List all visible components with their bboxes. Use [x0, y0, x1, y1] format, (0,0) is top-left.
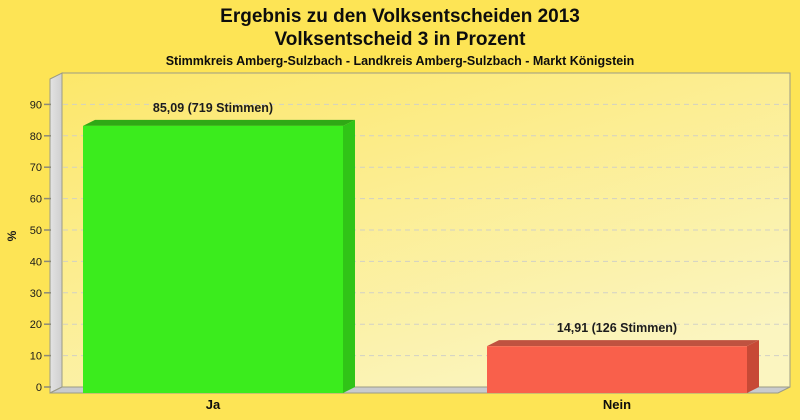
bar-ja: [83, 119, 355, 394]
bar-top-face: [487, 340, 759, 347]
bar-side-face: [747, 340, 759, 393]
bar-front-face: [83, 125, 343, 394]
bars: [83, 119, 759, 394]
chart-subtitle: Volksentscheid 3 in Prozent: [274, 29, 526, 50]
labels: 85,09 (719 Stimmen) Ja 14,91 (126 Stimmen)…: [153, 101, 677, 412]
y-axis-title: %: [5, 230, 19, 241]
y-tick-label: 40: [30, 256, 42, 268]
plot-left-wall: [49, 72, 63, 394]
x-category-label: Ja: [206, 397, 221, 412]
bar-nein: [487, 340, 759, 393]
y-tick-label: 20: [30, 319, 42, 331]
y-tick-label: 0: [36, 382, 42, 394]
y-axis: 0 10 20 30 40 50 60 70 80 90: [30, 99, 51, 394]
y-tick-label: 10: [30, 351, 42, 363]
chart-title: Ergebnis zu den Volksentscheiden 2013: [220, 6, 580, 27]
bar-top-face: [83, 119, 355, 126]
y-tick-label: 80: [30, 131, 42, 143]
y-tick-label: 60: [30, 194, 42, 206]
bar-value-label: 85,09 (719 Stimmen): [153, 101, 273, 115]
bar-side-face: [343, 119, 355, 394]
y-tick-label: 50: [30, 225, 42, 237]
y-tick-label: 30: [30, 288, 42, 300]
bar-value-label: 14,91 (126 Stimmen): [557, 321, 677, 335]
y-tick-label: 70: [30, 162, 42, 174]
y-tick-label: 90: [30, 99, 42, 111]
chart-caption: Stimmkreis Amberg-Sulzbach - Landkreis A…: [165, 54, 635, 68]
x-category-label: Nein: [603, 397, 631, 412]
bar-front-face: [487, 346, 747, 393]
